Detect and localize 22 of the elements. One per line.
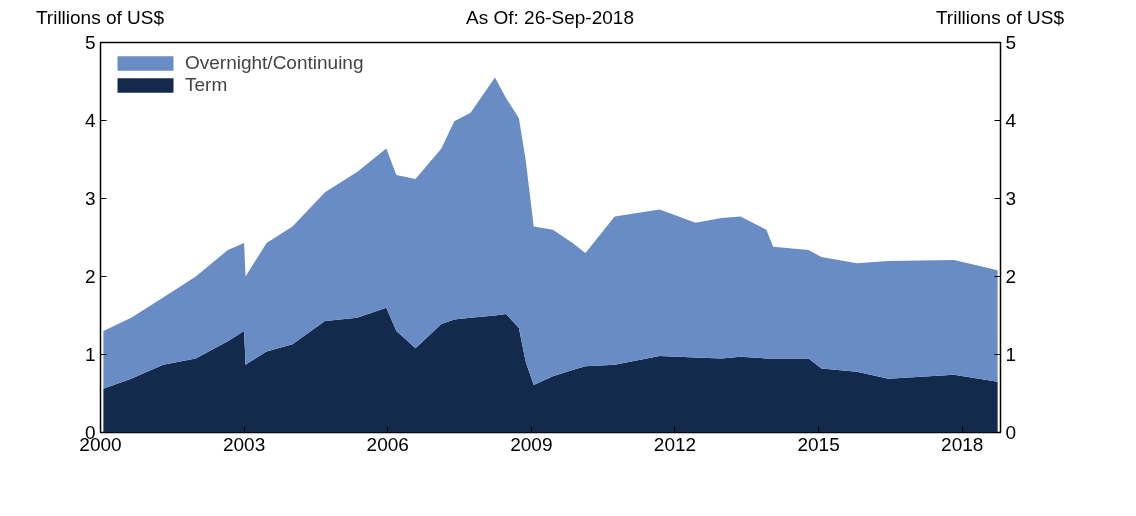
y2-tick-label: 5 [1005,32,1017,53]
y2-axis-title: Trillions of US$ [935,6,1065,30]
chart-title: As Of: 26-Sep-2018 [466,6,634,30]
y2-tick-label: 3 [1005,188,1017,209]
y-tick-label: 2 [84,266,96,287]
legend-label: Term [185,74,228,96]
y-axis-title: Trillions of US$ [35,6,165,30]
y2-tick-label: 4 [1005,110,1017,131]
y2-tick-label: 0 [1005,422,1017,443]
x-tick-label: 2006 [366,433,409,455]
x-tick-label: 2015 [797,433,840,455]
x-tick-label: 2012 [653,433,697,455]
y2-tick-label: 2 [1005,266,1017,287]
x-tick-label: 2009 [510,433,553,455]
y-tick-label: 5 [84,32,96,53]
legend-label: Overnight/Continuing [185,52,364,74]
y-tick-label: 4 [84,110,96,131]
y-tick-label: 3 [84,188,96,209]
y-tick-label: 1 [84,344,96,365]
x-tick-label: 2018 [941,433,984,455]
x-tick-label: 2003 [222,433,266,455]
y2-tick-label: 1 [1005,344,1017,365]
